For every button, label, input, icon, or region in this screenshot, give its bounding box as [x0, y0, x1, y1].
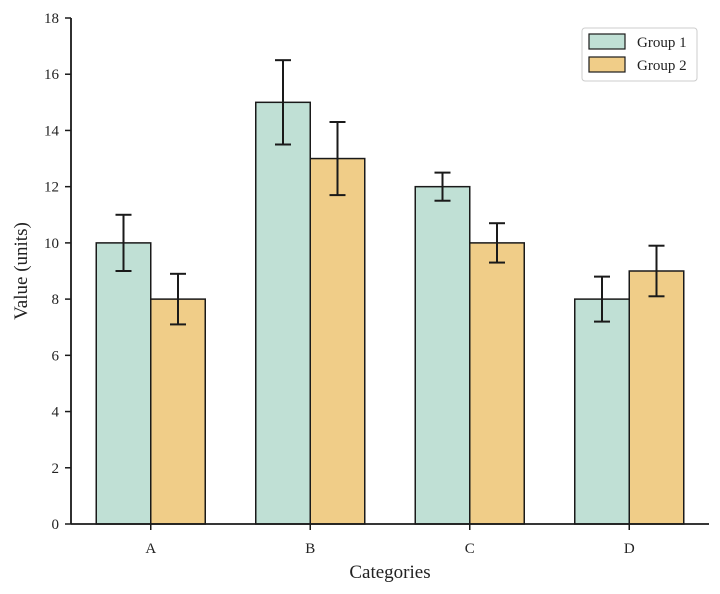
y-tick-label-10: 10: [44, 236, 59, 252]
axes-layer: [70, 18, 709, 525]
y-tick-label-0: 0: [52, 517, 60, 533]
y-ticks: 0 2 4 6 8 10 12 14 16 18: [44, 11, 71, 533]
x-tick-label-a: A: [145, 541, 156, 557]
error-bars-layer: [115, 59, 665, 326]
x-tick-label-b: B: [305, 541, 315, 557]
bar-group-2-c: [469, 242, 525, 525]
y-tick-label-6: 6: [52, 348, 60, 364]
y-tick-label-14: 14: [44, 123, 60, 139]
bars-layer: [95, 101, 685, 525]
y-tick-label-2: 2: [52, 461, 60, 477]
legend-label-group-2: Group 2: [637, 58, 687, 74]
bar-group-1-c: [414, 185, 471, 525]
y-tick-label-8: 8: [52, 292, 60, 308]
x-tick-label-c: C: [465, 541, 475, 557]
bar-group-2-d: [628, 270, 685, 525]
y-tick-label-12: 12: [44, 180, 59, 196]
y-tick-label-4: 4: [52, 405, 60, 421]
legend-label-group-1: Group 1: [637, 35, 687, 51]
x-axis-title: Categories: [349, 562, 430, 583]
bar-group-1-d: [574, 298, 630, 525]
bar-group-2-a: [150, 298, 206, 525]
bar-group-2-b: [309, 157, 366, 525]
x-tick-label-d: D: [624, 541, 635, 557]
y-tick-label-16: 16: [44, 67, 60, 83]
y-axis-title: Value (units): [11, 222, 32, 320]
legend-swatch-group-2: [588, 56, 626, 73]
bar-group-1-a: [95, 242, 152, 525]
bar-group-1-b: [255, 101, 311, 525]
legend-swatch-group-1: [588, 33, 626, 50]
y-tick-label-18: 18: [44, 11, 59, 27]
x-ticks: A B C D: [145, 524, 635, 557]
legend: Group 1 Group 2: [581, 27, 698, 82]
